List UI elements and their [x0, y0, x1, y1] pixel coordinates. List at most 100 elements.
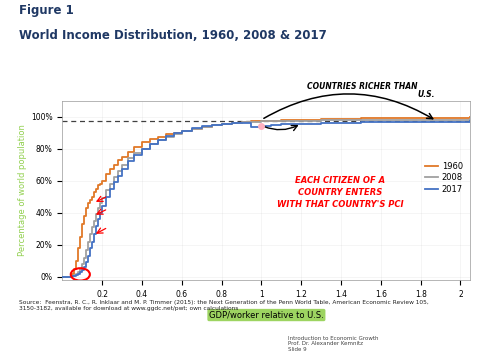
2008: [318, 118, 324, 122]
2008: [418, 118, 423, 122]
1960: [89, 195, 95, 199]
Text: World Income Distribution, 1960, 2008 & 2017: World Income Distribution, 1960, 2008 & …: [19, 29, 327, 42]
1960: [147, 137, 153, 141]
Line: 2017: 2017: [62, 121, 470, 277]
2017: [89, 239, 95, 244]
2008: [60, 275, 65, 279]
2008: [139, 146, 145, 151]
2008: [468, 117, 473, 122]
2017: [119, 167, 125, 172]
2017: [209, 123, 215, 127]
2017: [77, 270, 83, 275]
1960: [125, 150, 131, 154]
1960: [77, 234, 83, 239]
1960: [73, 258, 79, 263]
2017: [228, 121, 234, 125]
1960: [259, 118, 264, 123]
2017: [171, 131, 177, 136]
1960: [171, 130, 177, 135]
2017: [163, 134, 169, 139]
2017: [96, 217, 101, 221]
2008: [228, 121, 234, 125]
2017: [75, 272, 81, 276]
Y-axis label: Percentage of world population: Percentage of world population: [18, 124, 27, 256]
1960: [82, 214, 87, 218]
2017: [278, 122, 284, 126]
2008: [111, 175, 117, 180]
1960: [103, 172, 109, 176]
2017: [97, 210, 103, 215]
Text: Introduction to Economic Growth
Prof. Dr. Alexander Kemnitz
Slide 9: Introduction to Economic Growth Prof. Dr…: [288, 336, 379, 352]
1960: [75, 246, 81, 250]
1960: [418, 116, 423, 120]
2008: [89, 225, 95, 229]
Line: 2008: 2008: [62, 120, 470, 277]
2017: [259, 123, 264, 128]
1960: [93, 187, 99, 191]
2017: [239, 121, 244, 125]
2008: [179, 129, 185, 133]
2008: [84, 247, 89, 252]
2017: [85, 254, 91, 258]
Line: 1960: 1960: [62, 117, 470, 277]
2017: [179, 129, 185, 133]
2017: [219, 122, 225, 126]
1960: [318, 117, 324, 121]
2008: [72, 273, 77, 278]
2017: [99, 204, 105, 209]
1960: [199, 125, 204, 129]
1960: [119, 154, 125, 159]
1960: [155, 134, 161, 139]
1960: [131, 145, 137, 149]
Text: Source:  Feenstra, R. C., R. Inklaar and M. P. Timmer (2015): the Next Generatio: Source: Feenstra, R. C., R. Inklaar and …: [19, 300, 429, 311]
1960: [139, 140, 145, 144]
2017: [418, 120, 423, 124]
1960: [97, 182, 103, 186]
2008: [99, 196, 105, 200]
Text: COUNTRIES RICHER THAN: COUNTRIES RICHER THAN: [307, 81, 418, 90]
Legend: 1960, 2008, 2017: 1960, 2008, 2017: [422, 159, 466, 197]
2017: [79, 268, 85, 272]
2008: [358, 118, 364, 122]
2017: [73, 273, 79, 278]
1960: [209, 123, 215, 127]
2008: [171, 131, 177, 136]
1960: [163, 132, 169, 136]
1960: [99, 178, 105, 183]
2008: [77, 267, 83, 271]
1960: [189, 126, 195, 131]
1960: [219, 122, 225, 126]
Text: GDP/worker relative to U.S.: GDP/worker relative to U.S.: [209, 311, 324, 320]
2008: [115, 169, 121, 173]
Text: EACH CITIZEN OF A
COUNTRY ENTERS
WITH THAT COUNTRY'S PCI: EACH CITIZEN OF A COUNTRY ENTERS WITH TH…: [276, 176, 403, 209]
1960: [239, 120, 244, 124]
1960: [72, 267, 77, 271]
1960: [79, 222, 85, 226]
2017: [115, 174, 121, 178]
1960: [70, 271, 75, 276]
2008: [147, 142, 153, 146]
2008: [219, 122, 225, 126]
2008: [163, 134, 169, 139]
2017: [125, 159, 131, 164]
2017: [131, 153, 137, 157]
1960: [96, 183, 101, 188]
1960: [358, 116, 364, 121]
2017: [82, 265, 87, 269]
2017: [111, 180, 117, 185]
1960: [249, 119, 254, 123]
2017: [139, 146, 145, 151]
1960: [278, 118, 284, 122]
2008: [97, 201, 103, 205]
2008: [96, 206, 101, 210]
2017: [91, 232, 97, 236]
2017: [108, 187, 113, 191]
2008: [73, 271, 79, 276]
2017: [468, 119, 473, 123]
2008: [209, 123, 215, 127]
2008: [278, 119, 284, 123]
2008: [85, 239, 91, 244]
2008: [119, 163, 125, 167]
Text: Figure 1: Figure 1: [19, 4, 74, 17]
2017: [70, 274, 75, 279]
